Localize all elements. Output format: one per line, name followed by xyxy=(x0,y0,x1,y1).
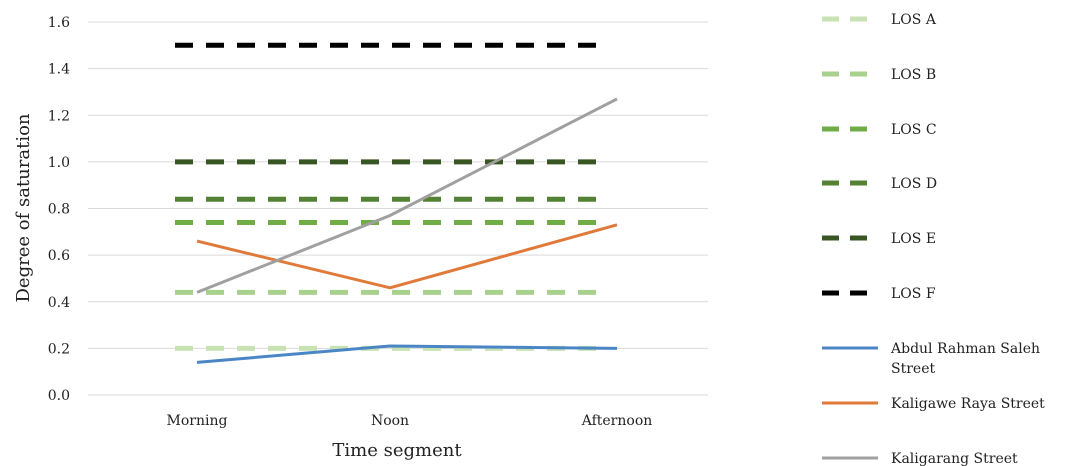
legend-label-los-f: LOS F xyxy=(891,286,936,302)
gridlines xyxy=(88,21,708,396)
series-line-abdul-rahman-saleh-street xyxy=(196,344,618,364)
x-tick-label: Morning xyxy=(167,413,228,429)
series-line-kaligarang-street xyxy=(196,97,618,294)
legend-label-los-c: LOS C xyxy=(891,122,937,138)
x-tick-label: Noon xyxy=(371,413,409,429)
legend-label-los-e: LOS E xyxy=(891,231,936,247)
y-tick-label: 1.2 xyxy=(48,108,70,124)
x-axis-title: Time segment xyxy=(332,440,462,461)
legend-label-los-a: LOS A xyxy=(891,12,937,28)
y-axis-title: Degree of saturation xyxy=(13,113,34,302)
y-tick-label: 1.0 xyxy=(48,155,70,171)
legend-label-los-d: LOS D xyxy=(891,176,937,192)
y-tick-labels: 0.0 0.2 0.4 0.6 0.8 1.0 1.2 1.4 1.6 xyxy=(48,15,70,404)
series-lines xyxy=(175,42,618,364)
series-line-kaligawe-raya-street xyxy=(196,223,618,290)
y-tick-label: 0.0 xyxy=(48,388,70,404)
y-tick-label: 1.6 xyxy=(48,15,70,31)
x-tick-labels: Morning Noon Afternoon xyxy=(167,413,653,429)
x-tick-label: Afternoon xyxy=(581,413,653,429)
y-tick-label: 0.6 xyxy=(48,248,70,264)
legend: LOS A LOS B LOS C LOS D LOS E LOS F Abdul Rahm… xyxy=(822,12,1045,466)
legend-label-kaligawe-raya-street: Kaligawe Raya Street xyxy=(891,396,1045,412)
legend-label-kaligarang-street: Kaligarang Street xyxy=(891,451,1018,466)
legend-label-los-b: LOS B xyxy=(891,67,936,83)
legend-label-abdul-rahman-saleh-street: Abdul Rahman Saleh Street xyxy=(890,341,1040,377)
y-tick-label: 1.4 xyxy=(48,62,70,78)
y-tick-label: 0.4 xyxy=(48,295,70,311)
y-tick-label: 0.8 xyxy=(48,202,70,218)
legend-label-line: Street xyxy=(891,361,935,377)
legend-label-line: Abdul Rahman Saleh xyxy=(890,341,1040,357)
y-tick-label: 0.2 xyxy=(48,341,70,357)
